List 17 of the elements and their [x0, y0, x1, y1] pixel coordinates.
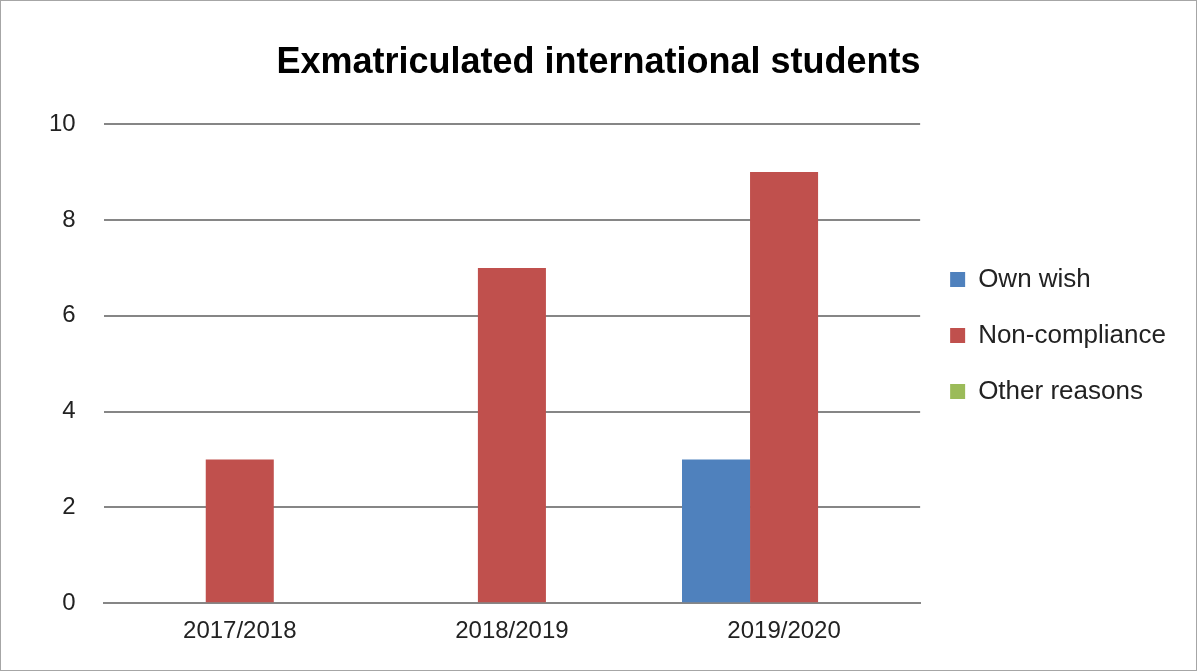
bar: [477, 267, 546, 603]
y-tick-label: 6: [62, 300, 76, 328]
y-tick-label: 4: [62, 396, 76, 424]
legend-label: Non-compliance: [978, 318, 1167, 349]
x-tick-label: 2018/2019: [455, 616, 569, 644]
chart-title: Exmatriculated international students: [276, 39, 921, 81]
x-tick-label: 2019/2020: [727, 616, 841, 644]
y-tick-label: 8: [62, 204, 76, 232]
y-tick-label: 0: [62, 587, 76, 615]
x-tick-label: 2017/2018: [183, 616, 297, 644]
legend-label: Other reasons: [978, 374, 1143, 405]
y-tick-label: 2: [62, 492, 76, 520]
bar: [750, 172, 819, 603]
bar: [682, 459, 751, 603]
legend-label: Own wish: [978, 262, 1091, 293]
y-tick-label: 10: [48, 108, 76, 136]
bar: [205, 459, 274, 603]
